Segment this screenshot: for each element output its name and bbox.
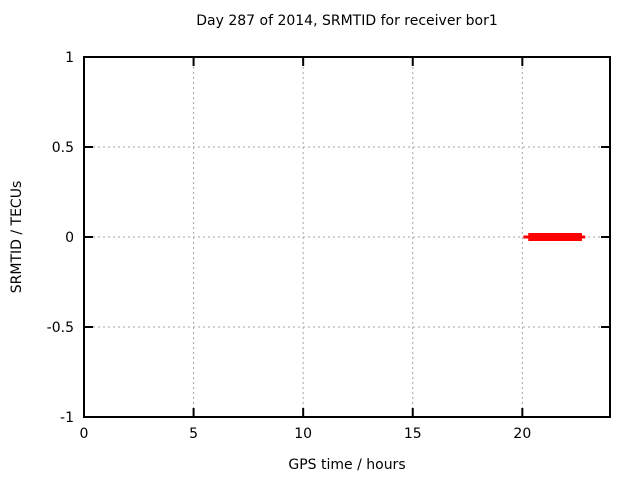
x-tick-label: 10: [294, 426, 312, 442]
y-tick-label: -1: [60, 410, 74, 426]
x-axis-title: GPS time / hours: [288, 457, 406, 473]
y-tick-label: 1: [65, 50, 74, 66]
plot-border: [83, 56, 611, 418]
x-tick-label: 5: [189, 426, 198, 442]
y-tick-label: 0.5: [52, 140, 74, 156]
y-tick-label: -0.5: [47, 320, 74, 336]
x-tick-label: 20: [513, 426, 531, 442]
x-tick-label: 15: [404, 426, 422, 442]
chart-title: Day 287 of 2014, SRMTID for receiver bor…: [196, 13, 498, 29]
x-tick-label: 0: [80, 426, 89, 442]
y-tick-label: 0: [65, 230, 74, 246]
